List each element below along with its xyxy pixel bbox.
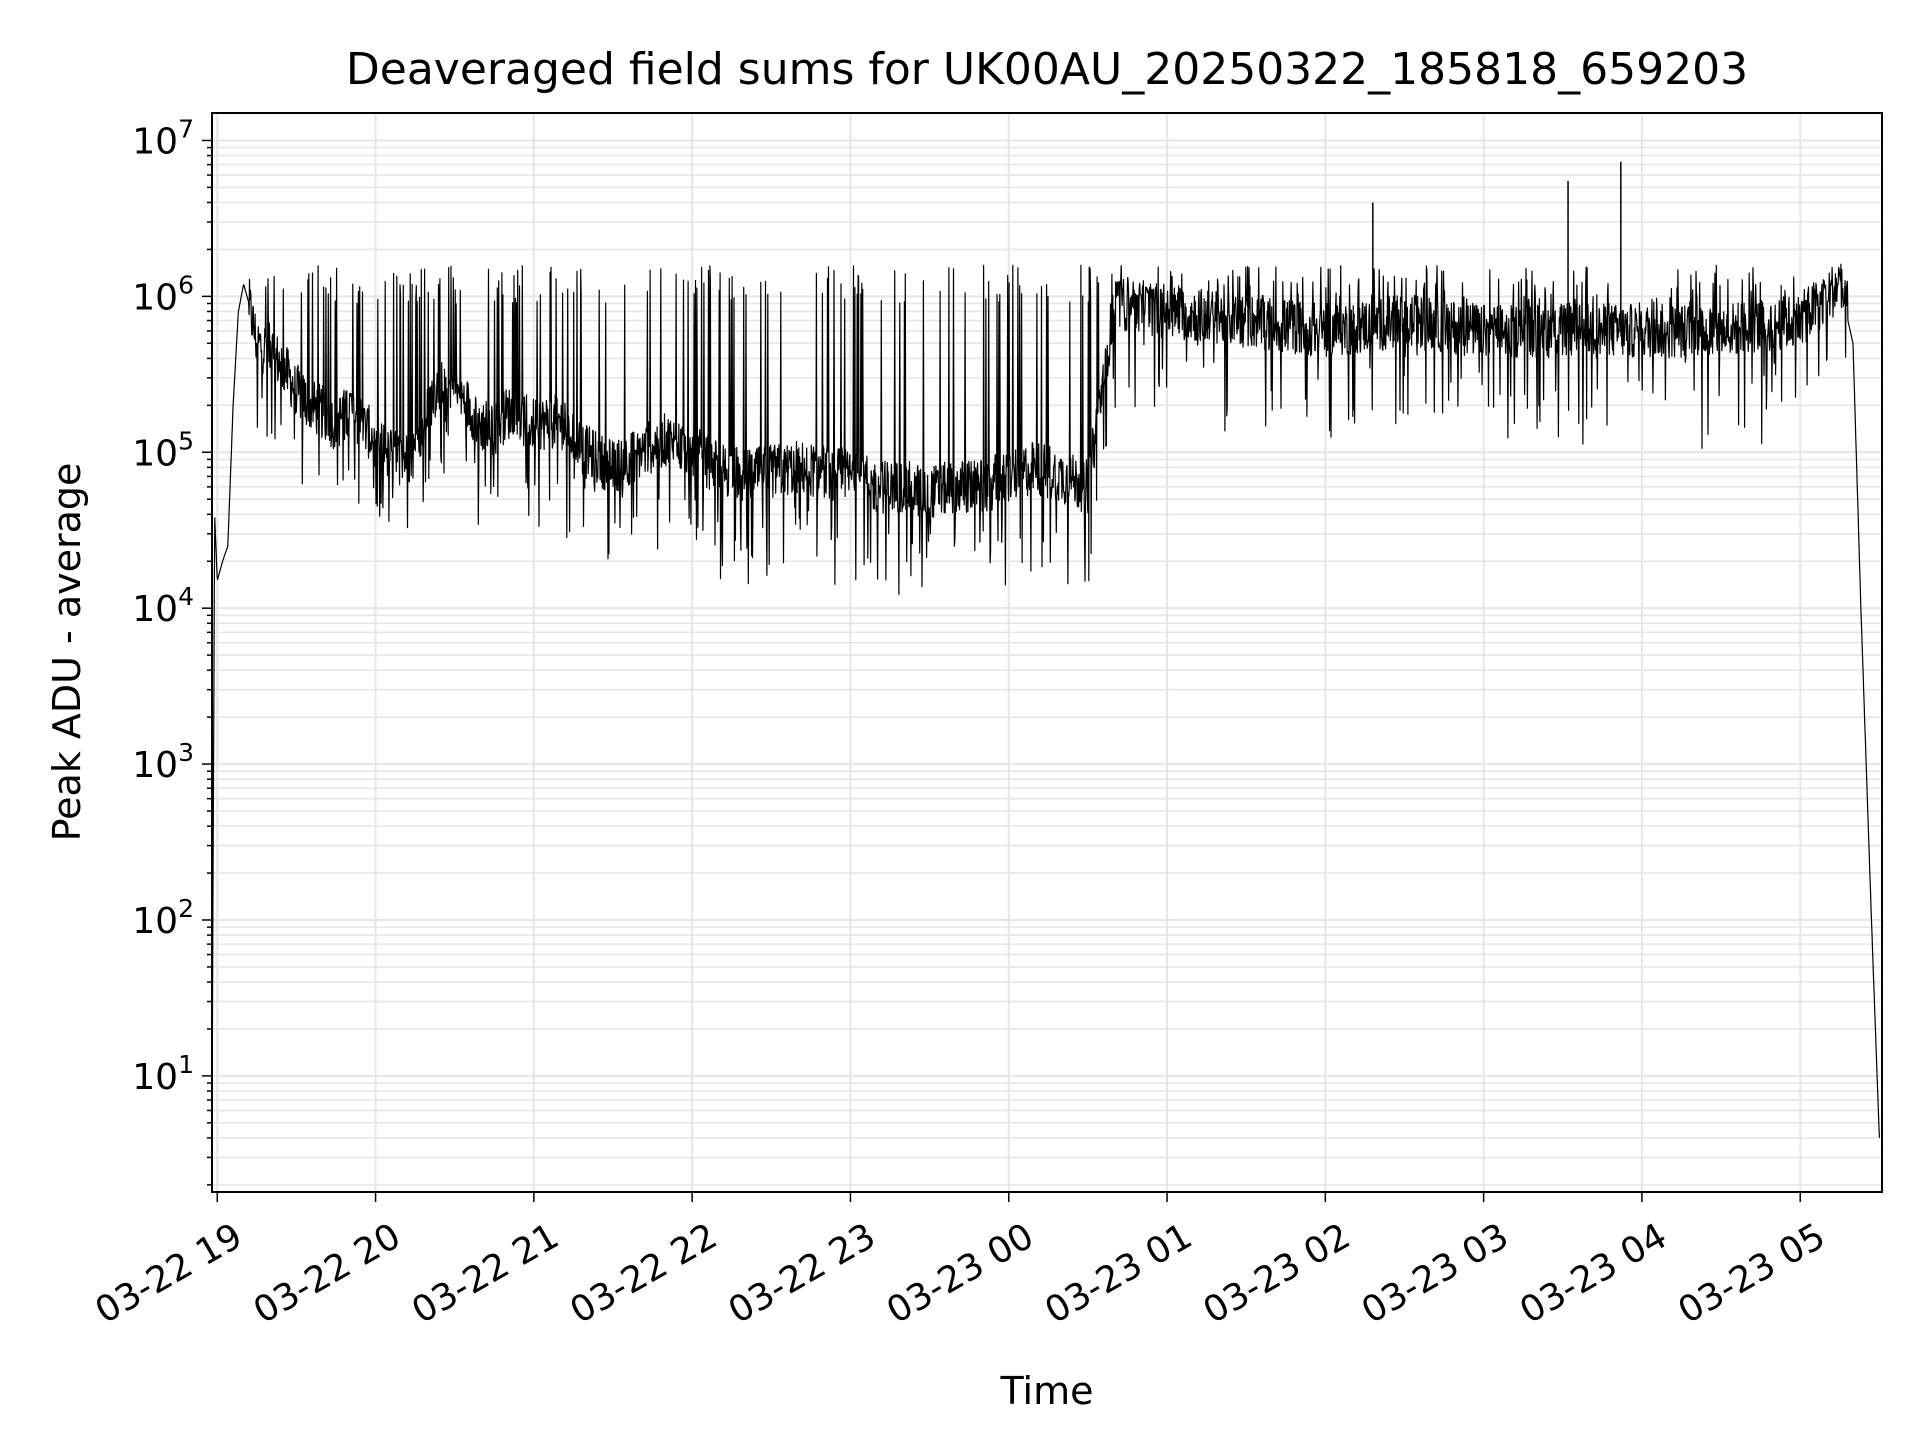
chart-title: Deaveraged field sums for UK00AU_2025032… [346,44,1748,95]
plot-area-frame [211,112,1883,1193]
y-tick-label: 103 [132,738,194,786]
y-tick-label: 101 [132,1050,194,1098]
series-line [211,263,1880,1138]
series-line-group [211,161,1880,1138]
x-tick-label: 03-23 05 [1672,1216,1833,1332]
x-tick-label: 03-22 22 [563,1216,724,1332]
y-tick-label: 104 [132,582,194,630]
y-axis-label: Peak ADU - average [45,463,89,842]
y-tick-label: 106 [132,270,194,318]
x-tick-label: 03-22 19 [89,1216,250,1332]
x-tick-label: 03-22 21 [405,1216,566,1332]
x-tick-label: 03-23 00 [880,1216,1041,1332]
grid-lines [212,113,1882,1192]
y-tick-label: 105 [132,426,194,474]
x-tick-label: 03-22 23 [722,1216,883,1332]
x-axis-label: Time [1000,1369,1094,1413]
y-tick-label: 107 [132,114,194,162]
x-tick-label: 03-22 20 [247,1216,408,1332]
x-tick-label: 03-23 01 [1038,1216,1199,1332]
x-tick-label: 03-23 04 [1513,1216,1674,1332]
x-tick-label: 03-23 02 [1197,1216,1358,1332]
x-tick-label: 03-23 03 [1355,1216,1516,1332]
y-tick-label: 102 [132,894,194,942]
